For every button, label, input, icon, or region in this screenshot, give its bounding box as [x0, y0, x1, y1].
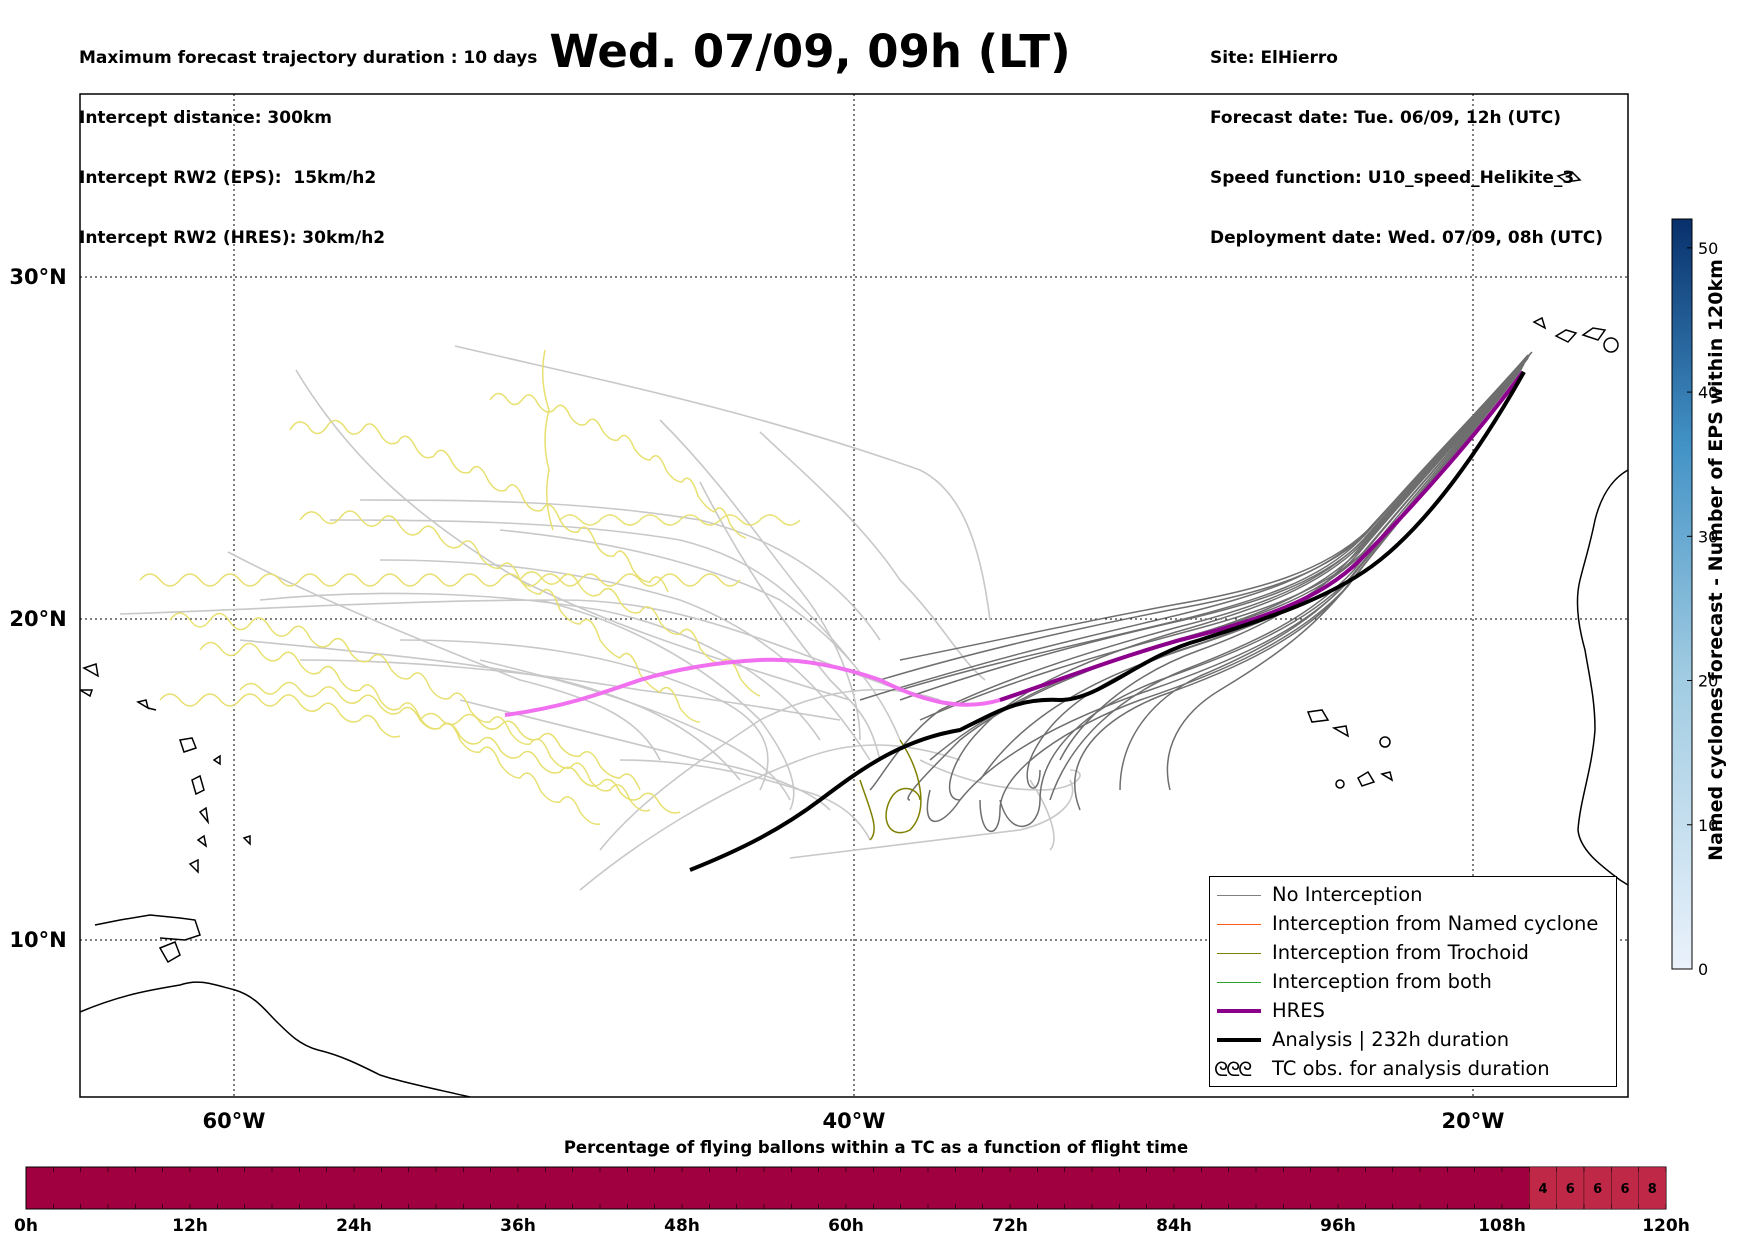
legend-swatch: [1217, 1009, 1261, 1013]
legend-item-tc-obs: ᘓᘓᘓ TC obs. for analysis duration: [1210, 1055, 1616, 1083]
time-bar-tick-label: 108h: [1478, 1216, 1526, 1236]
header-line: Intercept RW2 (EPS): 15km/h2: [79, 168, 377, 188]
analysis-trajectory: [689, 371, 1526, 872]
legend-label: Interception from Named cyclone: [1272, 912, 1599, 935]
time-bar-value: 4: [1538, 1182, 1547, 1197]
cape-verde-4: [1357, 770, 1376, 787]
cape-verde-3: [1379, 736, 1391, 748]
legend-label: Interception from both: [1272, 970, 1492, 993]
page-title: Wed. 07/09, 09h (LT): [549, 25, 1071, 78]
time-bar-cell: [1611, 1166, 1639, 1210]
header-right: Site: ElHierro Forecast date: Tue. 06/09…: [1210, 8, 1603, 268]
lesser-antilles: [179, 737, 251, 874]
legend-item-both: Interception from both: [1210, 968, 1616, 996]
lat-label-30n: 30°N: [9, 265, 66, 289]
legend-label: No Interception: [1272, 883, 1423, 906]
canary-island-3: [1603, 337, 1619, 353]
lon-label-20w: 20°W: [1442, 1109, 1505, 1133]
time-bar-cell: [1583, 1166, 1612, 1210]
cape-verde-6: [1335, 779, 1345, 789]
legend-swatch: [1217, 895, 1261, 896]
header-left: Maximum forecast trajectory duration : 1…: [79, 8, 537, 268]
colorbar-tick-label: 50: [1698, 239, 1718, 258]
time-bar-tick-label: 12h: [172, 1216, 208, 1236]
south-america-coast: [80, 981, 471, 1097]
yellow-trajectories: [139, 349, 801, 825]
legend-swatch: [1217, 953, 1261, 954]
canary-island-2: [1581, 327, 1607, 341]
cape-verde-5: [1380, 771, 1394, 782]
time-bar-tick-label: 60h: [828, 1216, 864, 1236]
olive-trajectories: [859, 739, 922, 841]
time-bar-tick-label: 96h: [1320, 1216, 1356, 1236]
africa-coast: [1576, 469, 1628, 886]
time-bar: 4 6 6 6 8 0h 12h 24h 36h 48h 60h 72h 84h 96h 108h 120h: [14, 1166, 1690, 1236]
colorbar-tick-label: 30: [1698, 527, 1718, 546]
time-bar-value: 6: [1620, 1182, 1629, 1197]
legend-item-analysis: Analysis | 232h duration: [1210, 1026, 1616, 1054]
time-bar-cell: [1638, 1166, 1667, 1210]
coastlines: [80, 171, 1628, 1097]
legend-label: HRES: [1272, 999, 1325, 1022]
legend-item-no-interception: No Interception: [1210, 881, 1616, 909]
legend-label: TC obs. for analysis duration: [1272, 1057, 1550, 1080]
legend-label: Interception from Trochoid: [1272, 941, 1529, 964]
time-bar-cell: [1556, 1166, 1585, 1210]
header-line: Intercept distance: 300km: [79, 108, 332, 128]
cape-verde-2: [1331, 725, 1350, 738]
header-line: Maximum forecast trajectory duration : 1…: [79, 48, 538, 68]
time-bar-tick-label: 120h: [1642, 1216, 1690, 1236]
time-bar-fill: [25, 1166, 1667, 1210]
colorbar-tick-label: 10: [1698, 816, 1718, 835]
header-line: Speed function: U10_speed_Helikite_3: [1210, 168, 1575, 188]
lon-label-60w: 60°W: [203, 1109, 266, 1133]
madeira-island: [1556, 171, 1582, 183]
time-bar-tick-label: 84h: [1156, 1216, 1192, 1236]
legend-swatch: [1217, 982, 1261, 983]
lon-label-40w: 40°W: [823, 1109, 886, 1133]
time-bar-tick-label: 36h: [500, 1216, 536, 1236]
canary-island-1: [1554, 329, 1578, 343]
time-bar-title: Percentage of flying ballons within a TC…: [563, 1138, 1189, 1157]
cape-verde-1: [1306, 709, 1330, 723]
legend-item-named-cyclone: Interception from Named cyclone: [1210, 910, 1616, 938]
colorbar-tick-label: 20: [1698, 672, 1718, 691]
time-bar-tick-label: 72h: [992, 1216, 1028, 1236]
lat-label-10n: 10°N: [9, 928, 66, 952]
time-bar-value: 6: [1593, 1182, 1602, 1197]
legend-swatch: [1217, 924, 1261, 925]
header-line: Forecast date: Tue. 06/09, 12h (UTC): [1210, 108, 1561, 128]
time-bar-tick-label: 0h: [14, 1216, 38, 1236]
small-islands: [80, 663, 221, 766]
colorbar-tick-label: 0: [1698, 960, 1708, 979]
lat-label-20n: 20°N: [9, 607, 66, 631]
header-line: Site: ElHierro: [1210, 48, 1338, 68]
colorbar: [1671, 218, 1693, 970]
light-gray-trajectories: [119, 345, 1081, 891]
legend-item-trochoid: Interception from Trochoid: [1210, 939, 1616, 967]
time-bar-value: 8: [1648, 1182, 1657, 1197]
header-line: Deployment date: Wed. 07/09, 08h (UTC): [1210, 228, 1604, 248]
time-bar-tick-label: 24h: [336, 1216, 372, 1236]
legend-label: Analysis | 232h duration: [1272, 1028, 1510, 1051]
colorbar-title: Named cyclones forecast - Number of EPS …: [1705, 259, 1727, 861]
header-line: Intercept RW2 (HRES): 30km/h2: [79, 228, 386, 248]
time-bar-value: 6: [1566, 1182, 1575, 1197]
caribbean-coast: [94, 914, 201, 941]
time-bar-tick-label: 48h: [664, 1216, 700, 1236]
legend-swatch: [1217, 1038, 1261, 1042]
time-bar-cell: [1529, 1166, 1557, 1210]
canary-island-4: [1532, 316, 1547, 330]
hres-trajectory-overlap: [999, 370, 1525, 702]
colorbar-tick-label: 40: [1698, 383, 1718, 402]
map-legend: No Interception Interception from Named …: [1209, 876, 1617, 1087]
colorbar-ticks: 0 10 20 30 40 50: [1687, 239, 1718, 979]
trinidad-coast: [158, 941, 181, 964]
tc-symbol-icon: ᘓᘓᘓ: [1214, 1057, 1252, 1081]
legend-item-hres: HRES: [1210, 997, 1616, 1025]
